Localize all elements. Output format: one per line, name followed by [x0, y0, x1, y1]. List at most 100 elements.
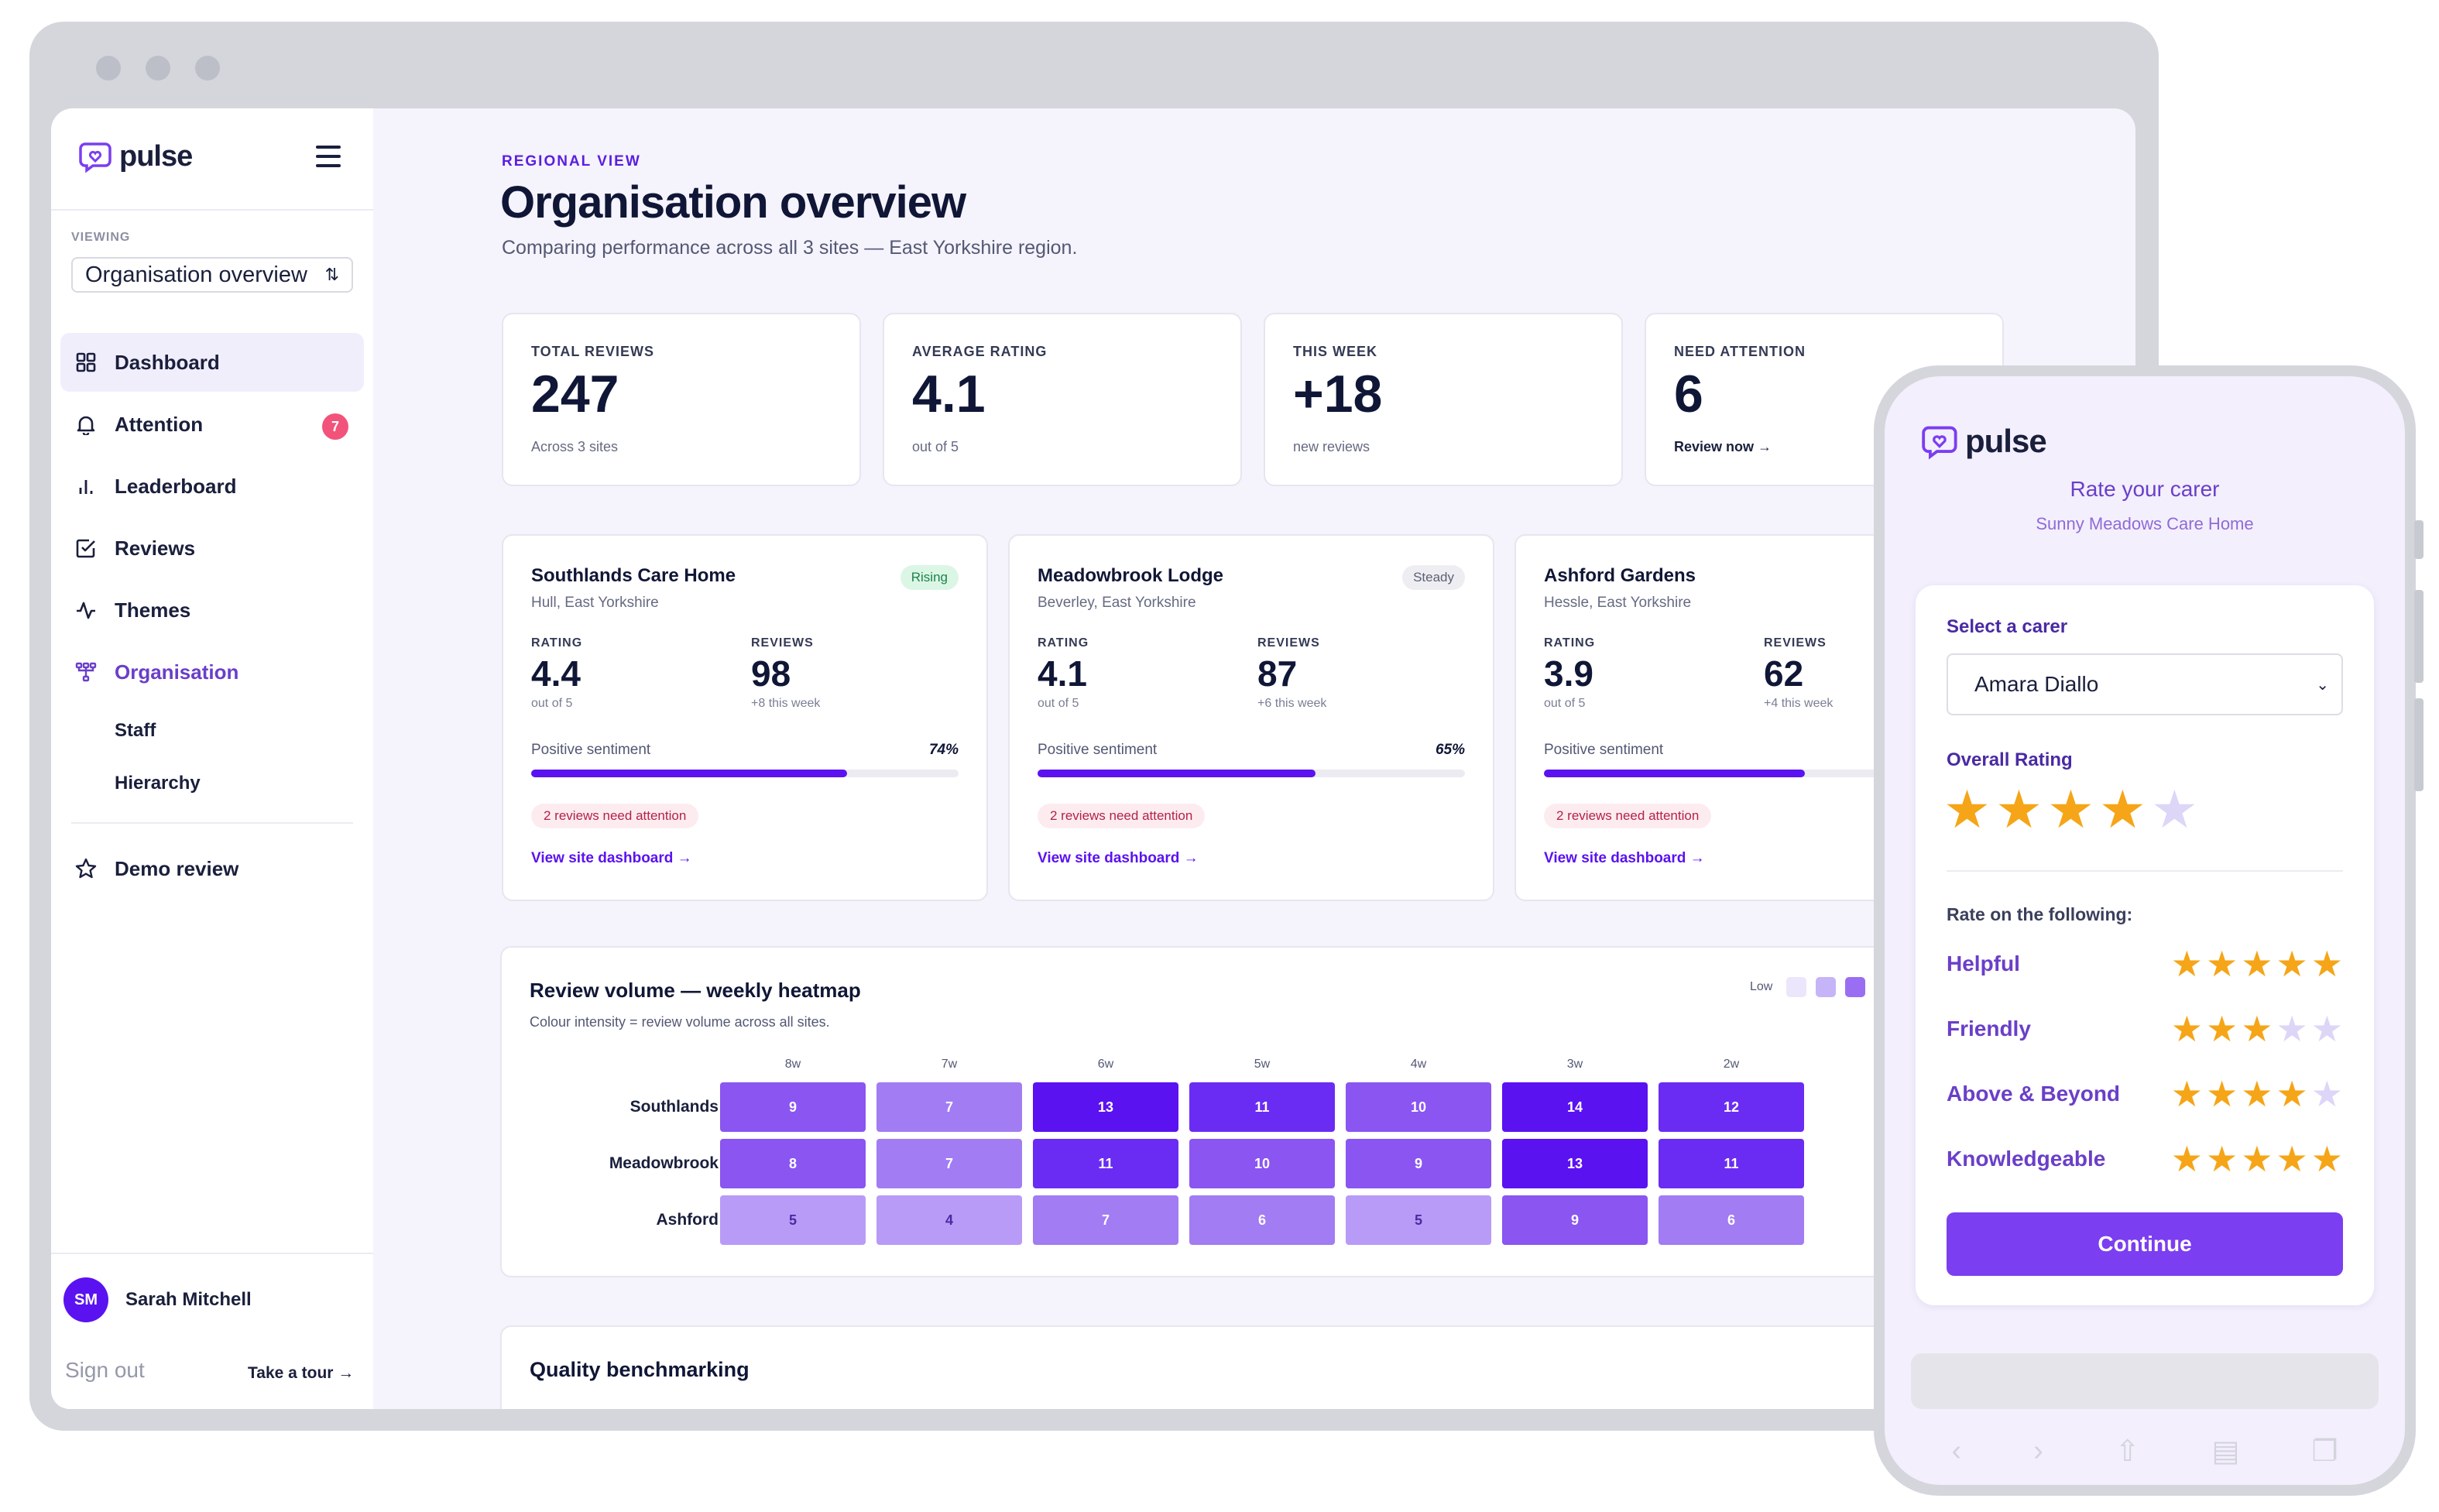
- rating-form-card: Select a carer Amara Diallo ⌄ Overall Ra…: [1916, 585, 2374, 1305]
- attention-pill[interactable]: 2 reviews need attention: [1544, 804, 1712, 828]
- heatmap-cell[interactable]: 9: [720, 1082, 866, 1132]
- star-icon[interactable]: ★: [1943, 780, 1991, 839]
- heatmap-cell[interactable]: 13: [1502, 1139, 1648, 1188]
- star-icon[interactable]: ★: [2276, 944, 2308, 984]
- heatmap-cell[interactable]: 10: [1346, 1082, 1491, 1132]
- criteria-stars[interactable]: ★★★★★: [2168, 1076, 2343, 1112]
- star-icon[interactable]: ★: [2241, 1009, 2273, 1049]
- sentiment-percent: 74%: [928, 742, 959, 758]
- heatmap-cell[interactable]: 7: [876, 1082, 1022, 1132]
- star-icon[interactable]: ★: [2310, 1009, 2343, 1049]
- sidebar-subitem-staff[interactable]: Staff: [115, 720, 156, 741]
- star-icon[interactable]: ★: [2310, 944, 2343, 984]
- heatmap-cell[interactable]: 7: [1033, 1195, 1178, 1245]
- star-icon[interactable]: ★: [2098, 780, 2146, 839]
- overall-rating-stars[interactable]: ★ ★ ★ ★ ★: [1943, 783, 2198, 836]
- rating-metric: RATING 4.4 out of 5: [531, 636, 582, 711]
- view-site-dashboard-link[interactable]: View site dashboard →: [531, 850, 692, 866]
- stat-value: 247: [531, 365, 619, 423]
- heatmap-cell[interactable]: 14: [1502, 1082, 1648, 1132]
- window-minimize-dot[interactable]: [146, 56, 170, 81]
- bookmarks-icon[interactable]: ▤: [2211, 1435, 2240, 1468]
- heatmap-cell[interactable]: 9: [1502, 1195, 1648, 1245]
- heatmap-cell[interactable]: 6: [1189, 1195, 1335, 1245]
- star-icon[interactable]: ★: [1995, 780, 2043, 839]
- rating-metric: RATING 4.1 out of 5: [1038, 636, 1089, 711]
- star-icon[interactable]: ★: [2276, 1074, 2308, 1114]
- phone-url-bar[interactable]: [1911, 1353, 2379, 1409]
- star-icon[interactable]: ★: [2206, 1074, 2238, 1114]
- menu-icon[interactable]: [316, 146, 341, 167]
- heatmap-cell[interactable]: 5: [1346, 1195, 1491, 1245]
- sidebar-item-organisation[interactable]: Organisation: [60, 643, 364, 701]
- heatmap-cell[interactable]: 6: [1659, 1195, 1804, 1245]
- heatmap-cell[interactable]: 8: [720, 1139, 866, 1188]
- star-icon[interactable]: ★: [2170, 1074, 2203, 1114]
- site-card-meadowbrook: Meadowbrook Lodge Beverley, East Yorkshi…: [1008, 534, 1494, 901]
- star-icon[interactable]: ★: [2310, 1139, 2343, 1179]
- metric-note: out of 5: [531, 697, 573, 711]
- criteria-stars[interactable]: ★★★★★: [2168, 946, 2343, 982]
- sidebar-item-reviews[interactable]: Reviews: [60, 519, 364, 578]
- take-tour-link[interactable]: Take a tour →: [248, 1364, 355, 1382]
- sidebar-divider: [71, 822, 353, 824]
- star-icon: [74, 857, 98, 880]
- sidebar-item-demo-review[interactable]: Demo review: [60, 839, 364, 898]
- tabs-icon[interactable]: ❐: [2311, 1435, 2338, 1468]
- sidebar-subitem-hierarchy[interactable]: Hierarchy: [115, 773, 201, 794]
- sentiment-label: Positive sentiment: [531, 742, 651, 758]
- star-icon[interactable]: ★: [2170, 1139, 2203, 1179]
- heatmap-cell[interactable]: 7: [876, 1139, 1022, 1188]
- star-icon[interactable]: ★: [2150, 780, 2198, 839]
- user-profile[interactable]: SM Sarah Mitchell: [63, 1277, 252, 1322]
- sidebar-item-attention[interactable]: Attention 7: [60, 395, 364, 454]
- app-logo[interactable]: pulse: [79, 139, 193, 173]
- view-site-dashboard-link[interactable]: View site dashboard →: [1544, 850, 1705, 866]
- carer-select[interactable]: Amara Diallo ⌄: [1947, 653, 2343, 715]
- continue-button[interactable]: Continue: [1947, 1212, 2343, 1276]
- star-icon[interactable]: ★: [2046, 780, 2094, 839]
- star-icon[interactable]: ★: [2206, 1009, 2238, 1049]
- criteria-stars[interactable]: ★★★★★: [2168, 1141, 2343, 1177]
- heatmap-cell[interactable]: 4: [876, 1195, 1022, 1245]
- criteria-name: Helpful: [1947, 951, 2020, 975]
- star-icon[interactable]: ★: [2241, 1139, 2273, 1179]
- forward-icon[interactable]: ›: [2033, 1435, 2043, 1467]
- star-icon[interactable]: ★: [2206, 944, 2238, 984]
- window-close-dot[interactable]: [96, 56, 121, 81]
- view-site-dashboard-link[interactable]: View site dashboard →: [1038, 850, 1199, 866]
- stat-label: AVERAGE RATING: [912, 344, 1048, 359]
- star-icon[interactable]: ★: [2276, 1009, 2308, 1049]
- heatmap-cell[interactable]: 9: [1346, 1139, 1491, 1188]
- heatmap-cell[interactable]: 11: [1659, 1139, 1804, 1188]
- heatmap-cell[interactable]: 11: [1033, 1139, 1178, 1188]
- viewing-select[interactable]: Organisation overview ⇅: [71, 257, 353, 293]
- metric-label: RATING: [1038, 636, 1089, 650]
- attention-pill[interactable]: 2 reviews need attention: [531, 804, 699, 828]
- star-icon[interactable]: ★: [2170, 944, 2203, 984]
- sidebar-item-dashboard[interactable]: Dashboard: [60, 333, 364, 392]
- review-now-link[interactable]: Review now →: [1674, 439, 1772, 454]
- star-icon[interactable]: ★: [2241, 944, 2273, 984]
- heatmap-cell[interactable]: 13: [1033, 1082, 1178, 1132]
- star-icon[interactable]: ★: [2206, 1139, 2238, 1179]
- heatmap-cell[interactable]: 5: [720, 1195, 866, 1245]
- sidebar-item-leaderboard[interactable]: Leaderboard: [60, 457, 364, 516]
- share-icon[interactable]: ⇧: [2115, 1435, 2140, 1468]
- sentiment-bar: [1038, 770, 1465, 777]
- star-icon[interactable]: ★: [2170, 1009, 2203, 1049]
- star-icon[interactable]: ★: [2241, 1074, 2273, 1114]
- heatmap-cell[interactable]: 10: [1189, 1139, 1335, 1188]
- heatmap-cell[interactable]: 12: [1659, 1082, 1804, 1132]
- window-maximize-dot[interactable]: [195, 56, 220, 81]
- star-icon[interactable]: ★: [2310, 1074, 2343, 1114]
- sidebar-item-themes[interactable]: Themes: [60, 581, 364, 639]
- heatmap-row-label: Meadowbrook: [609, 1154, 719, 1172]
- heatmap-cell[interactable]: 11: [1189, 1082, 1335, 1132]
- criteria-row: Helpful ★★★★★: [1947, 946, 2343, 982]
- back-icon[interactable]: ‹: [1951, 1435, 1962, 1467]
- criteria-stars[interactable]: ★★★★★: [2168, 1011, 2343, 1047]
- sign-out-link[interactable]: Sign out: [65, 1358, 145, 1382]
- attention-pill[interactable]: 2 reviews need attention: [1038, 804, 1206, 828]
- star-icon[interactable]: ★: [2276, 1139, 2308, 1179]
